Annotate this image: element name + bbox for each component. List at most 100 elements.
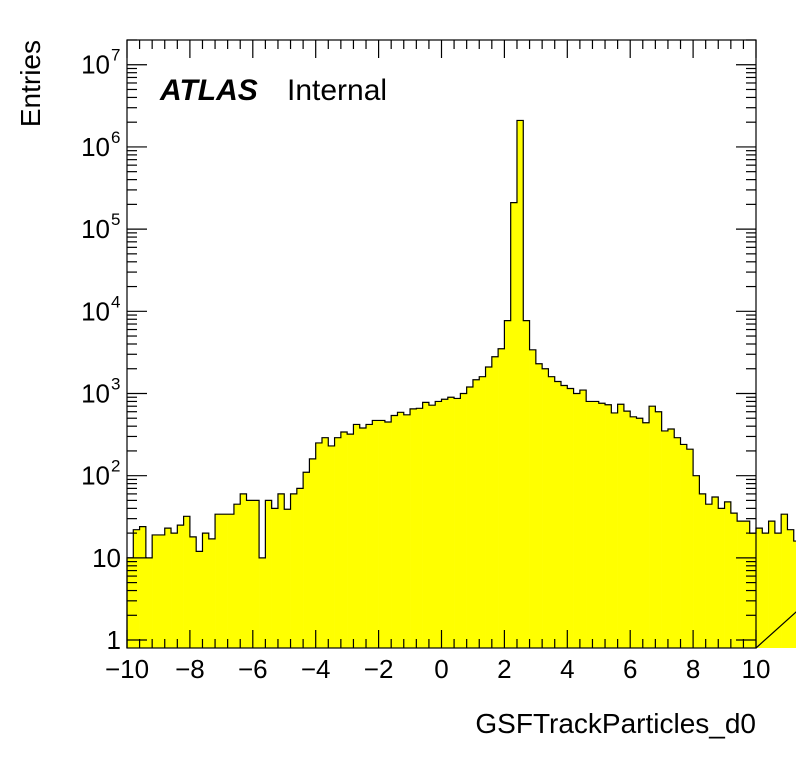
histogram-bin [334,437,342,648]
histogram-bin [309,458,316,648]
histogram-bin [359,428,367,648]
y-tick-label: 10 [81,50,110,80]
histogram-bin [158,534,166,648]
x-tick-label: −4 [301,654,331,684]
histogram-fill-layer [126,119,796,649]
histogram-bin [586,401,593,648]
histogram-bin [290,493,298,648]
histogram-bin [523,320,530,648]
histogram-bin [718,508,725,648]
histogram-bin [321,437,329,648]
histogram-bin [353,424,361,648]
histogram-bin [208,538,216,648]
histogram-bin [642,422,650,648]
x-tick-label: 6 [623,654,637,684]
histogram-bin [781,514,788,648]
histogram-bin [378,420,386,648]
histogram-bin [554,381,562,648]
histogram-bin [504,320,511,648]
histogram-bin [611,412,618,648]
histogram-bin [164,528,172,648]
histogram-bin [762,533,769,648]
histogram-bin [177,525,184,648]
histogram-bin [145,557,153,648]
histogram-bin [133,529,140,648]
histogram-bin [183,516,191,648]
histogram-bin [340,431,348,648]
histogram-bin [787,529,795,648]
histogram-bin [410,408,417,648]
y-tick-label: 10 [81,296,110,326]
x-tick-label: 8 [686,654,700,684]
histogram-bin [347,434,354,648]
y-tick-label: 10 [81,214,110,244]
histogram-bin [598,403,606,648]
histogram-outline [126,119,796,649]
histogram-bin [466,386,474,648]
histogram-bin [491,356,499,648]
x-tick-label: −6 [238,654,268,684]
histogram-bin [139,526,147,648]
histogram-bin [271,508,279,648]
histogram-bin [617,404,625,648]
histogram-bin [372,420,379,648]
y-tick-exponent: 2 [111,457,120,476]
histogram-bin [384,421,392,648]
histogram-bin [730,513,738,648]
histogram-bin [441,399,449,648]
histogram-bin [548,376,556,648]
histogram-bin [529,349,537,648]
histogram-bin [485,366,493,648]
histogram-bin [636,418,644,648]
atlas-label: ATLAS [159,74,258,107]
histogram-bin [127,557,134,648]
histogram-bin [277,493,285,648]
histogram-bin [196,551,203,648]
histogram-bin [605,404,612,648]
histogram-bin [573,393,581,648]
histogram-bin [793,541,796,648]
histogram-bin [737,521,744,648]
histogram-bin [422,402,430,648]
histogram-bin [391,415,398,648]
histogram-bin [774,533,782,648]
y-tick-label: 10 [81,132,110,162]
x-tick-label: −8 [175,654,205,684]
histogram-bin [435,401,442,648]
x-tick-label: 0 [434,654,448,684]
y-tick-label: 10 [81,461,110,491]
x-tick-label: 4 [560,654,574,684]
histogram-bin [705,504,713,648]
histogram-bin [711,497,719,648]
histogram-bin [328,445,335,648]
histogram-bin [259,557,266,648]
histogram-bin [202,533,210,648]
x-axis-title: GSFTrackParticles_d0 [475,708,756,739]
histogram-bin [516,120,524,648]
histogram-bin [680,444,688,648]
x-tick-label: −2 [364,654,394,684]
y-axis-title: Entries [15,40,46,127]
y-tick-exponent: 3 [111,374,120,393]
histogram-bin [498,348,505,648]
histogram-bin [693,475,700,648]
tick-marks [126,39,757,648]
histogram-bin [171,533,178,648]
histogram-bin [756,528,763,648]
x-tick-label: 2 [497,654,511,684]
histogram-bin [252,500,260,648]
histogram-bin [454,398,461,648]
histogram-bin [397,412,405,648]
x-tick-label: 10 [742,654,771,684]
histogram-bin [542,368,549,648]
histogram-bin [674,437,681,648]
histogram-bin [315,442,323,648]
histogram-bin [567,388,574,648]
histogram-bin [743,521,751,648]
histogram-bin [592,401,600,648]
histogram-bin [579,390,587,648]
histogram-bin [630,416,637,648]
histogram-bin [768,521,776,648]
histogram-bin [233,504,241,648]
